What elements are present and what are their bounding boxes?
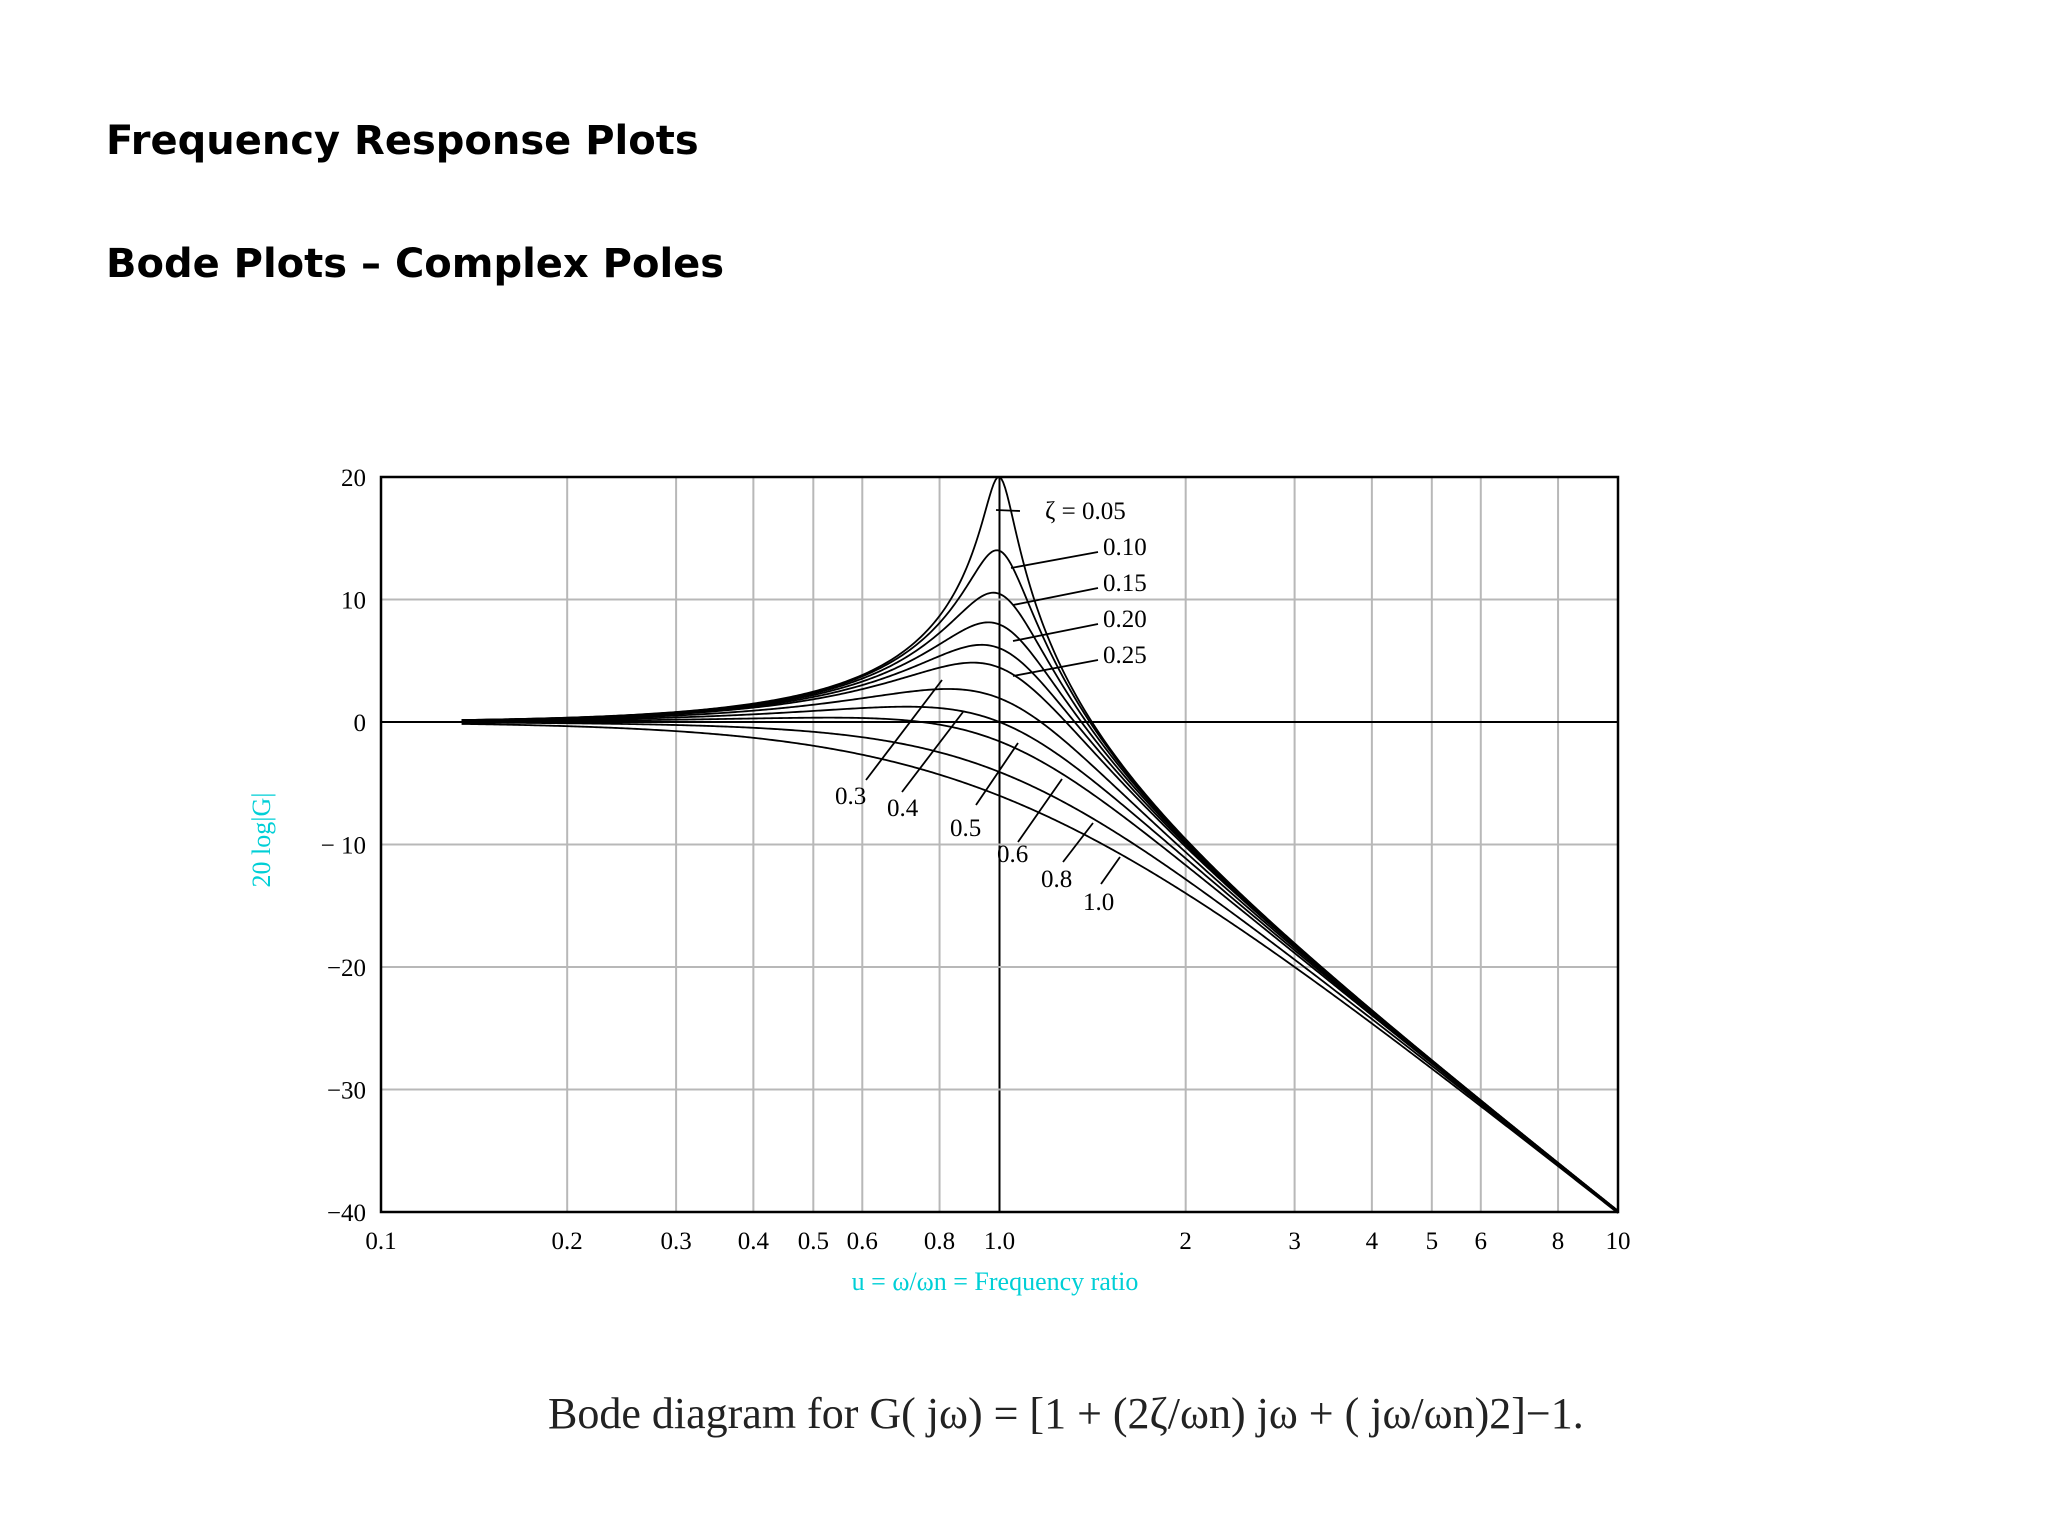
curve-label-zeta: ζ = 0.05: [1045, 498, 1126, 525]
y-tick-label: −40: [327, 1200, 366, 1227]
bode-magnitude-chart: 0.1 0.2 0.3 0.4 0.5 0.6 0.8 1.0 2 3 4 5 6 8 10 20 10 0 − 1…: [247, 465, 1631, 1296]
curve-label-leader: [975, 742, 1019, 806]
figure-caption: Bode diagram for G( jω) = [1 + (2ζ/ωn) j…: [548, 1389, 1584, 1438]
curve-label-zeta: 0.5: [950, 815, 981, 842]
y-tick-label: − 10: [321, 833, 366, 860]
x-tick-label: 0.1: [365, 1228, 396, 1255]
y-tick-label: 20: [341, 465, 366, 492]
bode-curve-zeta-0.2: [461, 621, 1619, 1212]
x-tick-label: 0.5: [798, 1228, 829, 1255]
plot-border: [379, 475, 1620, 1214]
curve-label-leader: [1100, 856, 1121, 885]
x-axis-title: u = ω/ωn = Frequency ratio: [852, 1267, 1139, 1296]
x-tick-label: 4: [1366, 1228, 1379, 1255]
curve-label-zeta: 0.8: [1041, 866, 1072, 893]
x-tick-label: 0.6: [847, 1228, 878, 1255]
slide-subtitle: Bode Plots – Complex Poles: [106, 241, 725, 287]
x-tick-label: 6: [1475, 1228, 1488, 1255]
curve-label-zeta: 1.0: [1083, 889, 1114, 916]
y-tick-label: −20: [327, 955, 366, 982]
curve-label-zeta: 0.3: [835, 783, 866, 810]
bode-curve-zeta-0.3: [461, 661, 1619, 1212]
y-axis-title: 20 log|G|: [247, 793, 276, 888]
curve-label-leader: [1012, 659, 1099, 677]
curve-label-leader: [995, 509, 1021, 512]
y-tick-label: 10: [341, 588, 366, 615]
chart-curve-labels: ζ = 0.05 0.10 0.15 0.20 0.25 0.3 0.4 0.5 0.6 0.8 1…: [835, 498, 1147, 916]
y-tick-label: 0: [354, 710, 367, 737]
curve-label-leaders: [865, 509, 1121, 885]
curve-label-zeta: 0.15: [1103, 570, 1147, 597]
curve-label-zeta: 0.20: [1103, 606, 1147, 633]
curve-label-leader: [1010, 551, 1099, 569]
bode-curve-zeta-0.15: [461, 591, 1619, 1212]
bode-curve-zeta-0.1: [461, 549, 1619, 1212]
x-tick-label: 10: [1606, 1228, 1631, 1255]
curve-label-zeta: 0.6: [997, 841, 1028, 868]
chart-curves: [461, 476, 1619, 1214]
curve-label-leader: [1017, 778, 1063, 843]
x-tick-label: 2: [1179, 1228, 1192, 1255]
curve-label-leader: [1012, 623, 1099, 642]
y-tick-label: −30: [327, 1078, 366, 1105]
chart-frame: [379, 475, 1620, 1214]
bode-curve-zeta-1: [461, 723, 1619, 1214]
bode-curve-zeta-0.8: [461, 721, 1619, 1214]
x-tick-label: 8: [1552, 1228, 1565, 1255]
curve-label-zeta: 0.25: [1103, 642, 1147, 669]
slide-title: Frequency Response Plots: [106, 118, 699, 164]
curve-label-leader: [865, 679, 943, 781]
x-tick-label: 0.3: [660, 1228, 691, 1255]
x-tick-label: 0.8: [924, 1228, 955, 1255]
chart-tick-labels: 0.1 0.2 0.3 0.4 0.5 0.6 0.8 1.0 2 3 4 5 6 8 10 20 10 0 − 1…: [321, 465, 1631, 1255]
curve-label-leader: [901, 711, 964, 793]
x-tick-label: 1.0: [984, 1228, 1015, 1255]
curve-label-leader: [1062, 822, 1094, 863]
x-tick-label: 3: [1288, 1228, 1301, 1255]
bode-curve-zeta-0.5: [461, 705, 1619, 1213]
curve-label-leader: [1012, 587, 1099, 606]
curve-label-zeta: 0.10: [1103, 534, 1147, 561]
x-tick-label: 5: [1426, 1228, 1439, 1255]
bode-curve-zeta-0.6: [461, 716, 1619, 1213]
x-tick-label: 0.2: [552, 1228, 583, 1255]
bode-curve-zeta-0.25: [461, 643, 1619, 1212]
curve-label-zeta: 0.4: [887, 795, 919, 822]
bode-curve-zeta-0.4: [461, 688, 1619, 1212]
x-tick-label: 0.4: [738, 1228, 770, 1255]
